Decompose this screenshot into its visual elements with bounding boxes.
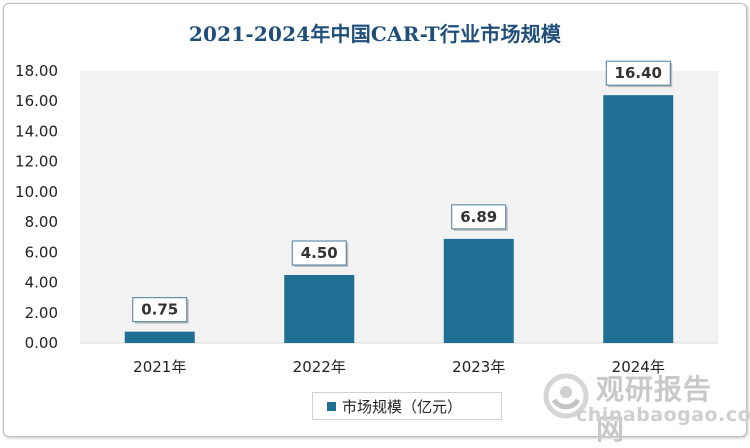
watermark: 观研报告网 chinabaogao.com xyxy=(540,362,750,446)
chart-title: 2021-2024年中国CAR-T行业市场规模 xyxy=(188,22,562,46)
y-tick-label: 2.00 xyxy=(25,304,58,322)
x-tick-label: 2024年 xyxy=(612,358,665,376)
x-tick-label: 2022年 xyxy=(293,358,346,376)
legend-label: 市场规模（亿元） xyxy=(342,397,463,416)
data-label-box xyxy=(132,297,188,323)
x-tick-label: 2023年 xyxy=(452,358,505,376)
data-label-box xyxy=(605,60,671,86)
legend-swatch xyxy=(327,401,336,411)
data-label: 16.40 xyxy=(615,64,662,82)
y-tick-label: 0.00 xyxy=(25,334,58,352)
y-tick-label: 4.00 xyxy=(25,274,58,292)
bar xyxy=(443,238,514,343)
data-label: 4.50 xyxy=(301,244,338,262)
y-tick-label: 16.00 xyxy=(15,92,58,110)
y-tick-label: 10.00 xyxy=(15,183,58,201)
bar xyxy=(603,95,674,343)
y-tick-label: 8.00 xyxy=(25,213,58,231)
data-label-box xyxy=(291,240,347,266)
data-label: 0.75 xyxy=(141,301,178,319)
y-tick-label: 14.00 xyxy=(15,122,58,140)
watermark-text-en: chinabaogao.com xyxy=(576,404,750,426)
bar xyxy=(124,331,195,343)
y-tick-label: 18.00 xyxy=(15,62,58,80)
y-tick-label: 6.00 xyxy=(25,243,58,261)
legend: 市场规模（亿元） xyxy=(312,392,502,420)
data-label-box xyxy=(451,204,507,230)
bar xyxy=(284,275,355,343)
y-tick-label: 12.00 xyxy=(15,153,58,171)
data-label: 6.89 xyxy=(460,208,497,226)
x-tick-label: 2021年 xyxy=(133,358,186,376)
watermark-logo-icon xyxy=(543,373,589,419)
